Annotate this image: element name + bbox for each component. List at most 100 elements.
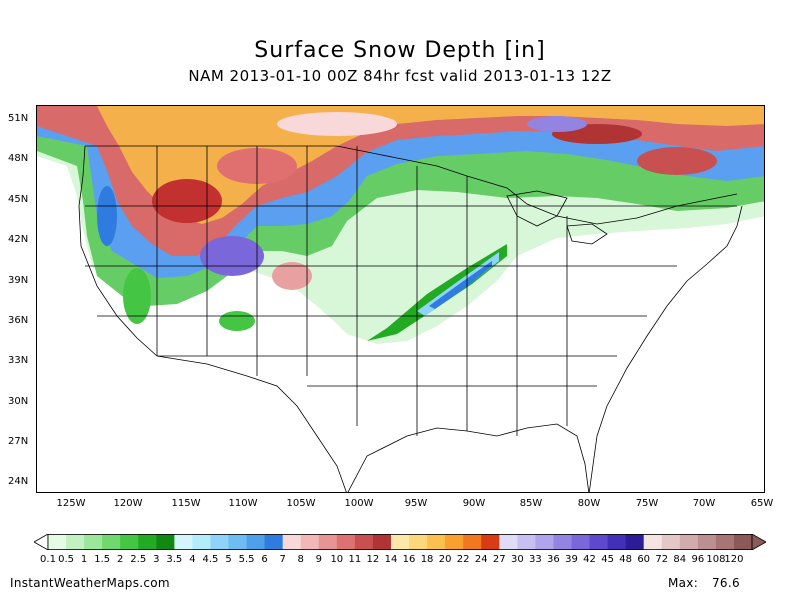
colorbar-label: 18 [420, 554, 434, 565]
lat-label-24n: 24N [8, 476, 29, 487]
snow-patch-mountain-1 [152, 179, 222, 223]
colorbar-label: 16 [402, 554, 416, 565]
colorbar-label: 14 [384, 554, 398, 565]
colorbar-swatch [499, 534, 518, 550]
colorbar-label: 33 [529, 554, 542, 565]
colorbar-swatch [607, 534, 627, 550]
colorbar-label: 0.5 [58, 554, 74, 565]
colorbar-swatch [138, 534, 157, 550]
colorbar-swatch [66, 534, 85, 550]
colorbar-swatch [354, 534, 374, 550]
colorbar-swatch [715, 534, 735, 550]
colorbar-label: 48 [619, 554, 633, 565]
lon-label-75w: 75W [635, 498, 659, 509]
colorbar-swatch [553, 534, 572, 550]
snow-patch-north-1 [277, 112, 397, 136]
colorbar-label: 0.1 [40, 554, 56, 565]
colorbar-swatch [192, 534, 211, 550]
lon-label-85w: 85W [519, 498, 543, 509]
colorbar-label: 3 [153, 554, 160, 565]
colorbar-swatch [445, 534, 464, 550]
lon-label-120w: 120W [113, 498, 143, 509]
colorbar-label: 1 [80, 554, 88, 565]
lon-label-105w: 105W [286, 498, 316, 509]
colorbar-label: 27 [492, 554, 506, 565]
colorbar-low-arrow [34, 534, 49, 550]
colorbar-label: 2.5 [130, 554, 147, 565]
colorbar-high-arrow [751, 534, 766, 550]
snow-patch-mountain-4 [272, 262, 312, 290]
colorbar-swatch [282, 534, 302, 550]
snow-area-orange [97, 106, 764, 224]
colorbar [34, 534, 766, 550]
colorbar-label: 72 [655, 554, 669, 565]
lon-label-100w: 100W [344, 498, 374, 509]
colorbar-swatch [589, 534, 609, 550]
colorbar-swatch [336, 534, 356, 550]
colorbar-swatch [679, 534, 699, 550]
colorbar-swatch [697, 534, 717, 550]
snow-band-midwest [367, 244, 507, 341]
colorbar-label: 12 [366, 554, 380, 565]
colorbar-label: 22 [456, 554, 470, 565]
map-canvas [37, 106, 764, 492]
lat-label-33n: 33N [8, 355, 29, 366]
colorbar-label: 60 [637, 554, 651, 565]
lat-label-48n: 48N [8, 153, 29, 164]
colorbar-label: 11 [348, 554, 362, 565]
colorbar-label: 42 [583, 554, 596, 565]
credit-text: InstantWeatherMaps.com [10, 576, 170, 590]
lat-label-45n: 45N [8, 194, 29, 205]
colorbar-label: 9 [315, 554, 322, 565]
colorbar-swatch [481, 534, 500, 550]
colorbar-label: 5.5 [238, 554, 255, 565]
colorbar-label: 108 [706, 554, 726, 565]
lon-label-95w: 95W [404, 498, 428, 509]
lon-label-90w: 90W [462, 498, 486, 509]
boundaries [78, 145, 743, 492]
snow-shading [37, 106, 764, 344]
snow-patch-west-2 [97, 186, 117, 246]
colorbar-label: 6 [261, 554, 268, 565]
colorbar-swatch [84, 534, 103, 550]
lon-label-125w: 125W [56, 498, 86, 509]
snow-patch-north-3 [637, 147, 717, 175]
colorbar-swatch [102, 534, 121, 550]
snow-depth-map [36, 105, 765, 493]
mexico-border [156, 355, 347, 492]
colorbar-swatch [318, 534, 338, 550]
colorbar-swatch [48, 534, 67, 550]
snow-patch-west-3 [219, 311, 255, 331]
colorbar-label: 3.5 [166, 554, 183, 565]
colorbar-label: 1.5 [94, 554, 111, 565]
lat-label-42n: 42N [8, 234, 29, 245]
colorbar-label: 96 [691, 554, 705, 565]
map-title: Surface Snow Depth [in] [254, 38, 546, 63]
colorbar-swatch [300, 534, 320, 550]
colorbar-label: 30 [510, 554, 524, 565]
colorbar-swatch [661, 534, 681, 550]
lat-label-30n: 30N [8, 396, 29, 407]
max-label: Max: [668, 576, 699, 590]
lon-label-65w: 65W [750, 498, 774, 509]
colorbar-label: 5 [225, 554, 232, 565]
colorbar-swatch [264, 534, 284, 550]
colorbar-swatch [210, 534, 230, 550]
lat-label-36n: 36N [8, 315, 29, 326]
colorbar-label: 4.5 [202, 554, 219, 565]
lon-label-115w: 115W [171, 498, 201, 509]
lat-label-51n: 51N [8, 113, 29, 124]
lat-label-39n: 39N [8, 275, 29, 286]
colorbar-swatch [409, 534, 428, 550]
colorbar-swatch [463, 534, 482, 550]
colorbar-swatch [228, 534, 248, 550]
state-lines [85, 146, 737, 436]
lon-label-80w: 80W [577, 498, 601, 509]
colorbar-label: 4 [189, 554, 196, 565]
snow-patch-north-4 [527, 116, 587, 132]
colorbar-swatch [120, 534, 139, 550]
great-lakes [506, 190, 608, 245]
colorbar-label: 8 [297, 554, 304, 565]
colorbar-label: 2 [117, 554, 124, 565]
colorbar-swatch [535, 534, 554, 550]
